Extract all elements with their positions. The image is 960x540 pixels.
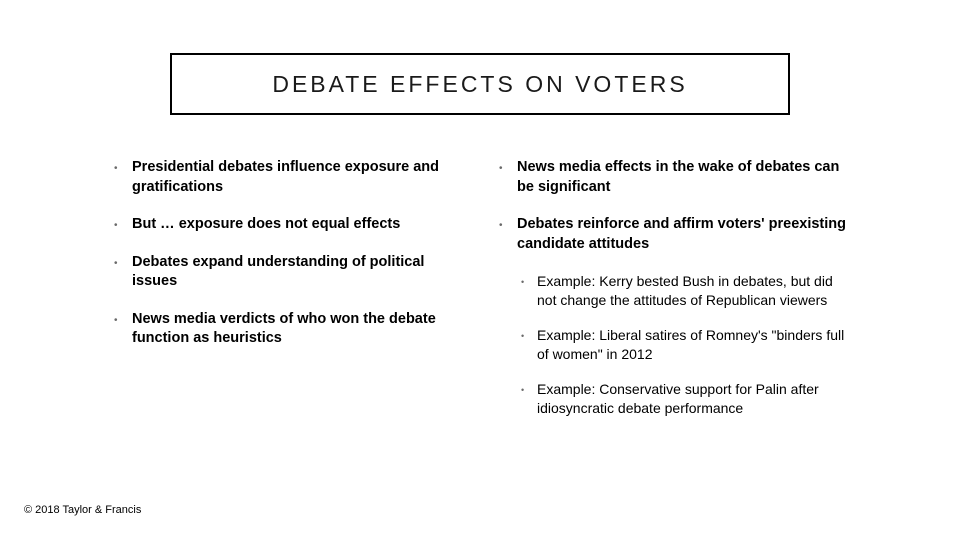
- sub-bullet-text: Example: Liberal satires of Romney's "bi…: [537, 326, 854, 364]
- sub-bullet-list: • Example: Kerry bested Bush in debates,…: [521, 272, 854, 417]
- bullet-text: But … exposure does not equal effects: [132, 215, 400, 235]
- title-box: DEBATE EFFECTS ON VOTERS: [170, 53, 790, 115]
- bullet-dot-icon: •: [521, 326, 537, 364]
- bullet-item: • Presidential debates influence exposur…: [114, 158, 469, 197]
- sub-bullet-text: Example: Kerry bested Bush in debates, b…: [537, 272, 854, 310]
- bullet-dot-icon: •: [114, 253, 132, 292]
- bullet-item: • But … exposure does not equal effects: [114, 215, 469, 235]
- bullet-item: • News media verdicts of who won the deb…: [114, 310, 469, 349]
- bullet-dot-icon: •: [114, 310, 132, 349]
- bullet-dot-icon: •: [499, 215, 517, 254]
- sub-bullet-item: • Example: Conservative support for Pali…: [521, 380, 854, 418]
- left-column: • Presidential debates influence exposur…: [114, 158, 469, 434]
- footer-copyright: © 2018 Taylor & Francis: [24, 504, 141, 516]
- bullet-text: Presidential debates influence exposure …: [132, 158, 469, 197]
- bullet-dot-icon: •: [521, 272, 537, 310]
- bullet-item: • News media effects in the wake of deba…: [499, 158, 854, 197]
- bullet-dot-icon: •: [499, 158, 517, 197]
- bullet-dot-icon: •: [114, 158, 132, 197]
- bullet-dot-icon: •: [521, 380, 537, 418]
- bullet-item: • Debates reinforce and affirm voters' p…: [499, 215, 854, 254]
- bullet-text: Debates reinforce and affirm voters' pre…: [517, 215, 854, 254]
- right-column: • News media effects in the wake of deba…: [499, 158, 854, 434]
- bullet-text: News media effects in the wake of debate…: [517, 158, 854, 197]
- slide-title: DEBATE EFFECTS ON VOTERS: [272, 71, 687, 98]
- bullet-text: News media verdicts of who won the debat…: [132, 310, 469, 349]
- sub-bullet-item: • Example: Kerry bested Bush in debates,…: [521, 272, 854, 310]
- bullet-text: Debates expand understanding of politica…: [132, 253, 469, 292]
- content-columns: • Presidential debates influence exposur…: [114, 158, 854, 434]
- bullet-item: • Debates expand understanding of politi…: [114, 253, 469, 292]
- bullet-dot-icon: •: [114, 215, 132, 235]
- sub-bullet-text: Example: Conservative support for Palin …: [537, 380, 854, 418]
- sub-bullet-item: • Example: Liberal satires of Romney's "…: [521, 326, 854, 364]
